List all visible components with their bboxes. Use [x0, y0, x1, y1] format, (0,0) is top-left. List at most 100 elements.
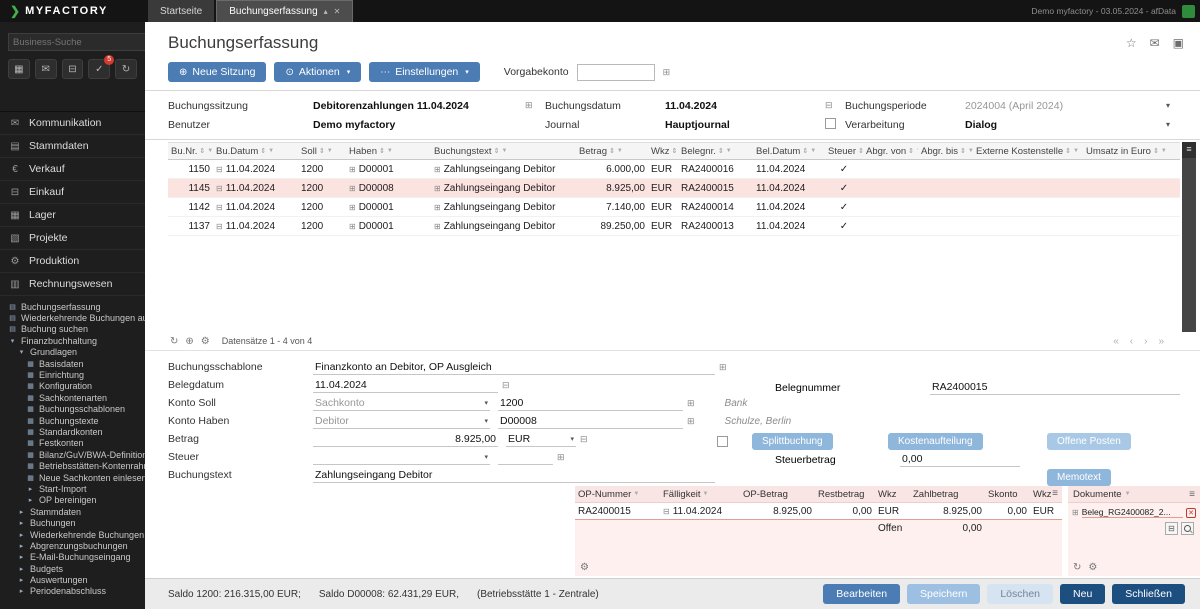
exchange-rate-icon[interactable]: ⊟: [580, 434, 588, 445]
tab-collapse-icon[interactable]: ▴: [324, 7, 328, 16]
calendar-icon[interactable]: ⊟: [502, 380, 510, 391]
sort-icon[interactable]: ⇕: [494, 147, 500, 155]
grid-menu-icon[interactable]: ≡: [1182, 142, 1196, 158]
filter-icon[interactable]: ▼: [387, 148, 393, 154]
sort-icon[interactable]: ⇕: [718, 147, 724, 155]
column-header[interactable]: Bu.Nr. ⇕ ▼: [168, 146, 213, 157]
refresh-icon[interactable]: ↻: [170, 336, 178, 347]
sidebar-menu-item[interactable]: ⊟ Einkauf: [0, 181, 145, 204]
splittbuchung-button[interactable]: Splittbuchung: [752, 433, 833, 450]
default-account-input[interactable]: [577, 64, 655, 81]
table-row[interactable]: 1145 ⊟11.04.2024 1200 ⊞D00008 ⊞Zahlungse…: [168, 179, 1180, 198]
session-lookup-icon[interactable]: ⊞: [525, 100, 545, 111]
lookup-icon[interactable]: ⊞: [687, 416, 695, 427]
tree-item[interactable]: ▦ Konfiguration: [0, 381, 145, 392]
offene-posten-button[interactable]: Offene Posten: [1047, 433, 1131, 450]
sort-icon[interactable]: ⇕: [671, 147, 677, 155]
column-header[interactable]: Buchungstext ⇕ ▼: [431, 146, 576, 157]
first-page-icon[interactable]: «: [1113, 336, 1119, 347]
app-brand-icon[interactable]: [1182, 5, 1195, 18]
actions-button[interactable]: ⊙ Aktionen ▾: [274, 62, 361, 82]
filter-icon[interactable]: ▼: [1073, 148, 1079, 154]
belegdatum-field[interactable]: 11.04.2024: [313, 378, 498, 393]
tree-item[interactable]: ▤ Buchung suchen: [0, 324, 145, 335]
buchungssitzung-value[interactable]: Debitorenzahlungen 11.04.2024: [313, 100, 525, 112]
sidebar-menu-item[interactable]: ▦ Lager: [0, 204, 145, 227]
column-header[interactable]: Haben ⇕ ▼: [346, 146, 431, 157]
favorite-star-icon[interactable]: ☆: [1126, 36, 1137, 50]
search-box[interactable]: [8, 33, 145, 51]
documents-settings-icon[interactable]: ⚙: [1088, 562, 1097, 573]
apps-icon[interactable]: ▦: [8, 59, 30, 79]
op-table-row[interactable]: RA2400015 ⊟11.04.2024 8.925,00 0,00 EUR …: [575, 503, 1062, 520]
tab-close-icon[interactable]: ✕: [334, 7, 341, 16]
sort-icon[interactable]: ⇕: [199, 147, 205, 155]
sidebar-menu-item[interactable]: ✉ Kommunikation: [0, 112, 145, 135]
sync-icon[interactable]: ↻: [115, 59, 137, 79]
konto-soll-type-select[interactable]: Sachkonto ▾: [313, 396, 490, 411]
neu-button[interactable]: Neu: [1060, 584, 1105, 604]
grid-settings-icon[interactable]: ⚙: [201, 336, 210, 347]
tree-item[interactable]: ▸ Periodenabschluss: [0, 586, 145, 597]
tree-item[interactable]: ▤ Buchungserfassung: [0, 301, 145, 312]
tree-item[interactable]: ▾ Grundlagen: [0, 347, 145, 358]
column-header[interactable]: Skonto: [985, 489, 1030, 500]
tree-item[interactable]: ▸ E-Mail-Buchungseingang: [0, 552, 145, 563]
window-icon[interactable]: ▣: [1173, 36, 1184, 50]
documents-refresh-icon[interactable]: ↻: [1073, 562, 1081, 573]
sidebar-menu-item[interactable]: ⚙ Produktion: [0, 250, 145, 273]
tree-item[interactable]: ▸ Start-Import: [0, 483, 145, 494]
loeschen-button[interactable]: Löschen: [987, 584, 1053, 604]
filter-icon[interactable]: ▼: [810, 148, 816, 154]
kostenaufteilung-button[interactable]: Kostenaufteilung: [888, 433, 983, 450]
tree-item[interactable]: ▦ Buchungsschablonen: [0, 404, 145, 415]
column-header[interactable]: Wkz ⇕ ▼: [648, 146, 678, 157]
zoom-icon[interactable]: [1181, 522, 1194, 535]
column-header[interactable]: Belegnr. ⇕ ▼: [678, 146, 753, 157]
print-icon[interactable]: ⊟: [1165, 522, 1178, 535]
filter-icon[interactable]: ▼: [501, 148, 507, 154]
last-page-icon[interactable]: »: [1158, 336, 1164, 347]
tree-item[interactable]: ▸ Auswertungen: [0, 574, 145, 585]
column-header[interactable]: Fälligkeit▼: [660, 489, 740, 500]
tab-buchungserfassung[interactable]: Buchungserfassung ▴ ✕: [216, 0, 353, 22]
column-header[interactable]: Bu.Datum ⇕ ▼: [213, 146, 298, 157]
tree-item[interactable]: ▸ Budgets: [0, 563, 145, 574]
sidebar-menu-item[interactable]: ▥ Rechnungswesen: [0, 273, 145, 296]
schablone-lookup-icon[interactable]: ⊞: [719, 362, 727, 373]
column-header[interactable]: Umsatz in Euro ⇕ ▼: [1083, 146, 1180, 157]
search-input[interactable]: [13, 37, 145, 48]
add-icon[interactable]: ⊕: [185, 336, 193, 347]
tree-item[interactable]: ▦ Einrichtung: [0, 369, 145, 380]
column-header[interactable]: Zahlbetrag: [910, 489, 985, 500]
buchungsdatum-value[interactable]: 11.04.2024: [665, 100, 825, 112]
tree-item[interactable]: ▸ Buchungen: [0, 517, 145, 528]
sidebar-menu-item[interactable]: ▤ Stammdaten: [0, 135, 145, 158]
column-header[interactable]: Abgr. bis ⇕ ▼: [918, 146, 973, 157]
journal-checkbox[interactable]: [825, 118, 836, 129]
table-row[interactable]: 1142 ⊟11.04.2024 1200 ⊞D00001 ⊞Zahlungse…: [168, 198, 1180, 217]
benutzer-value[interactable]: Demo myfactory: [313, 119, 525, 131]
betrag-field[interactable]: 8.925,00: [313, 432, 498, 447]
tree-item[interactable]: ▸ Abgrenzungsbuchungen: [0, 540, 145, 551]
sort-icon[interactable]: ⇕: [1065, 147, 1071, 155]
konto-haben-field[interactable]: D00008: [498, 414, 683, 429]
belegnummer-field[interactable]: RA2400015: [930, 380, 1180, 395]
myfactory-logo[interactable]: ❯ MYFACTORY: [0, 5, 140, 17]
memotext-button[interactable]: Memotext: [1047, 469, 1111, 486]
sidebar-menu-item[interactable]: ▧ Projekte: [0, 227, 145, 250]
schablone-field[interactable]: Finanzkonto an Debitor, OP Ausgleich: [313, 360, 715, 375]
tree-item[interactable]: ▤ Wiederkehrende Buchungen ausführen: [0, 312, 145, 323]
tree-item[interactable]: ▸ Wiederkehrende Buchungen: [0, 529, 145, 540]
print-icon[interactable]: ⊟: [62, 59, 84, 79]
lookup-icon[interactable]: ⊞: [687, 398, 695, 409]
table-row[interactable]: 1137 ⊟11.04.2024 1200 ⊞D00001 ⊞Zahlungse…: [168, 217, 1180, 236]
tree-item[interactable]: ▸ Stammdaten: [0, 506, 145, 517]
speichern-button[interactable]: Speichern: [907, 584, 980, 604]
document-name[interactable]: Beleg_RG2400082_2...: [1082, 507, 1183, 518]
column-header[interactable]: Betrag ⇕ ▼: [576, 146, 648, 157]
sort-icon[interactable]: ⇕: [908, 147, 914, 155]
mail-icon[interactable]: ✉: [1150, 36, 1160, 50]
steuerbetrag-field[interactable]: 0,00: [900, 452, 1020, 467]
sort-icon[interactable]: ⇕: [379, 147, 385, 155]
